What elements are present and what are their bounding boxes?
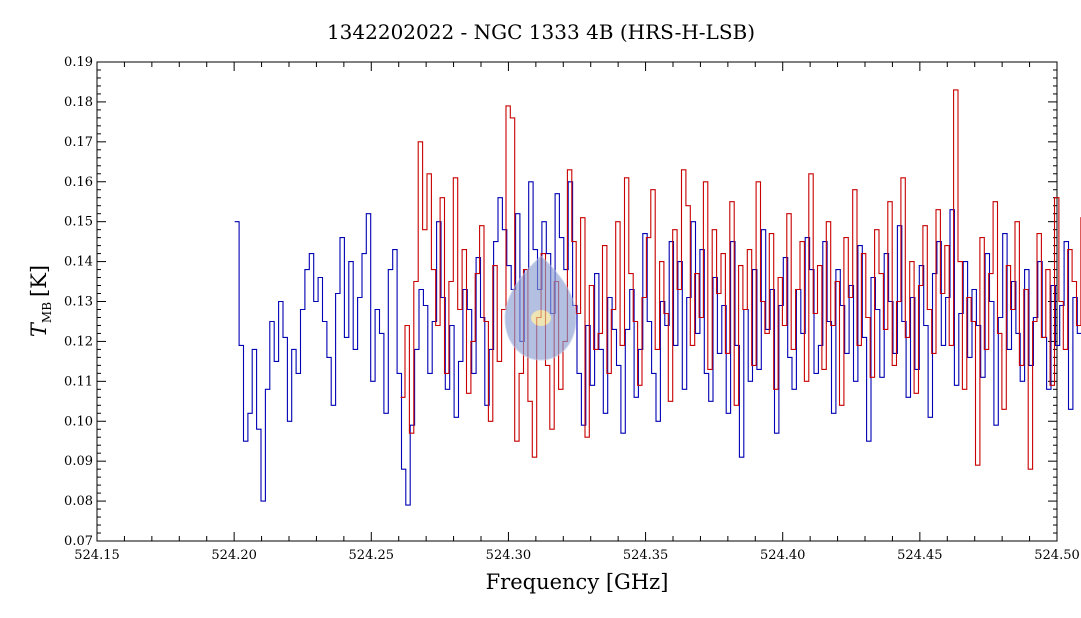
x-tick-label: 524.20 [211, 548, 257, 563]
plot-frame [96, 61, 1058, 542]
x-tick-label: 524.35 [623, 548, 669, 563]
x-tick-labels: 524.15 524.20 524.25 524.30 524.35 524.40 524.… [74, 548, 1080, 563]
y-axis-label: TMB [K] [27, 265, 54, 337]
y-tick-label: 0.18 [64, 95, 93, 110]
series-line-red [400, 89, 1081, 470]
y-tick-label: 0.15 [64, 215, 93, 230]
x-tick-label: 524.25 [349, 548, 395, 563]
x-axis-label: Frequency [GHz] [486, 570, 669, 594]
y-tick-label: 0.13 [64, 295, 93, 310]
y-tick-label: 0.19 [64, 55, 93, 70]
y-tick-label: 0.08 [64, 494, 93, 509]
x-tick-label: 524.15 [74, 548, 120, 563]
y-tick-label: 0.07 [64, 534, 93, 549]
y-tick-label: 0.14 [64, 255, 93, 270]
series-line-blue [234, 181, 1081, 506]
spectrum-series [234, 89, 1081, 506]
y-tick-labels: 0.07 0.08 0.09 0.10 0.11 0.12 0.13 0.14 0.15 0.16… [64, 55, 93, 549]
y-tick-label: 0.12 [64, 334, 93, 349]
y-tick-label: 0.17 [64, 135, 93, 150]
y-axis-label-sub: MB [40, 302, 54, 323]
y-tick-label: 0.10 [64, 414, 93, 429]
axis-ticks [96, 61, 1058, 542]
y-tick-label: 0.09 [64, 454, 93, 469]
y-tick-label: 0.11 [64, 374, 93, 389]
x-tick-label: 524.45 [897, 548, 943, 563]
y-tick-label: 0.16 [64, 175, 93, 190]
chart-title: 1342202022 - NGC 1333 4B (HRS-H-LSB) [327, 20, 755, 44]
x-tick-label: 524.40 [760, 548, 806, 563]
x-tick-label: 524.30 [486, 548, 532, 563]
svg-text:TMB[K]: TMB [K] [27, 265, 54, 337]
x-tick-label: 524.50 [1034, 548, 1080, 563]
y-axis-label-unit: [K] [27, 265, 51, 297]
blue-droplet-watermark-icon [504, 255, 577, 361]
y-axis-label-main: T [27, 321, 51, 337]
